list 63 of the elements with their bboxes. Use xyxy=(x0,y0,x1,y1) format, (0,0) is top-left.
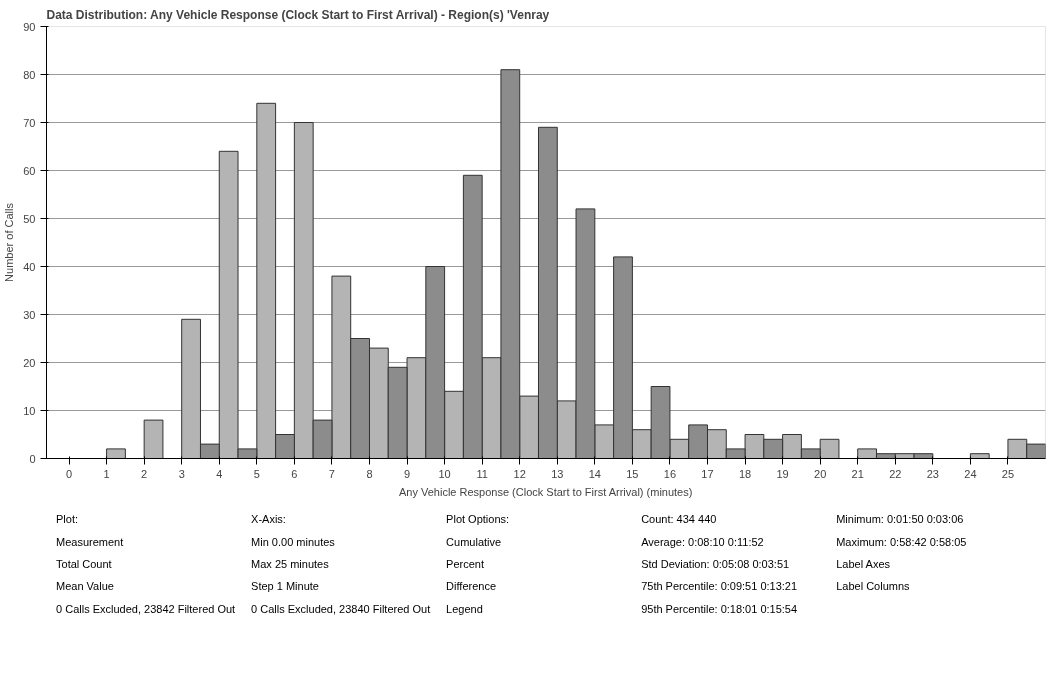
text: Label Columns xyxy=(836,580,911,593)
chart-title: Data Distribution: Any Vehicle Response (Clock Start to First Arrival) - Region(s) 'Venray xyxy=(46,7,550,22)
x-tick-label: 0 xyxy=(65,467,73,480)
text: Step 1 Minute xyxy=(251,580,319,593)
x-tick-label: 5 xyxy=(253,467,260,480)
x-tick-label: 24 xyxy=(964,467,977,480)
y-tick-label: 70 xyxy=(23,116,36,129)
text: Maximum: 0:58:42 0:58:05 xyxy=(836,535,967,548)
x-tick-label: 4 xyxy=(216,467,223,480)
text: Minimum: 0:01:50 0:03:06 xyxy=(836,513,964,526)
text: X-Axis: xyxy=(251,513,286,526)
x-tick-label: 16 xyxy=(663,467,677,480)
y-tick-label: 30 xyxy=(23,308,36,321)
x-tick-label: 12 xyxy=(513,467,526,480)
x-tick-label: 21 xyxy=(851,467,864,480)
x-tick-label: 2 xyxy=(141,467,148,480)
x-tick-label: 9 xyxy=(403,467,411,480)
x-tick-label: 10 xyxy=(438,467,451,480)
y-tick-label: 10 xyxy=(23,404,36,417)
text: 0 Calls Excluded, 23840 Filtered Out xyxy=(251,602,431,615)
y-tick-label: 50 xyxy=(23,212,36,225)
y-axis-title: Number of Calls xyxy=(3,202,16,282)
y-tick-label: 60 xyxy=(23,164,36,177)
text: Std Deviation: 0:05:08 0:03:51 xyxy=(641,558,790,570)
text: Max 25 minutes xyxy=(251,558,330,570)
y-tick-label: 80 xyxy=(23,68,36,81)
text: 0 Calls Excluded, 23842 Filtered Out xyxy=(56,602,236,615)
text: Mean Value xyxy=(56,580,114,593)
text: Legend xyxy=(446,602,483,615)
x-tick-label: 3 xyxy=(178,467,185,480)
x-tick-label: 6 xyxy=(291,467,298,480)
text: Measurement xyxy=(56,535,124,548)
y-tick-label: 90 xyxy=(23,20,36,33)
x-tick-label: 1 xyxy=(103,467,110,480)
x-tick-label: 11 xyxy=(476,467,488,480)
x-tick-label: 18 xyxy=(738,467,752,480)
text: Difference xyxy=(446,580,497,593)
x-tick-label: 7 xyxy=(328,467,335,480)
text: 95th Percentile: 0:18:01 0:15:54 xyxy=(641,602,798,615)
text: 75th Percentile: 0:09:51 0:13:21 xyxy=(641,580,798,593)
x-tick-label: 19 xyxy=(776,467,789,480)
x-tick-label: 14 xyxy=(588,467,601,480)
text: Plot: xyxy=(56,513,79,526)
x-tick-label: 15 xyxy=(626,467,639,480)
text: Total Count xyxy=(56,558,112,570)
text: Count: 434 440 xyxy=(641,513,717,526)
x-tick-label: 8 xyxy=(366,467,373,480)
x-tick-label: 25 xyxy=(1001,467,1015,480)
x-tick-label: 13 xyxy=(551,467,564,480)
y-tick-label: 40 xyxy=(23,260,36,273)
y-tick-label: 0 xyxy=(29,452,36,465)
text: Plot Options: xyxy=(446,513,510,526)
text: Min 0.00 minutes xyxy=(251,535,336,548)
x-tick-label: 17 xyxy=(701,467,714,480)
text: Label Axes xyxy=(836,558,891,570)
x-tick-label: 22 xyxy=(889,467,902,480)
y-tick-label: 20 xyxy=(23,356,36,369)
text: Cumulative xyxy=(446,535,502,548)
x-tick-label: 20 xyxy=(814,467,827,480)
x-tick-label: 23 xyxy=(926,467,939,480)
x-axis-title: Any Vehicle Response (Clock Start to First Arrival) (minutes) xyxy=(398,485,693,498)
text: Percent xyxy=(446,558,485,570)
text: Average: 0:08:10 0:11:52 xyxy=(641,535,764,548)
